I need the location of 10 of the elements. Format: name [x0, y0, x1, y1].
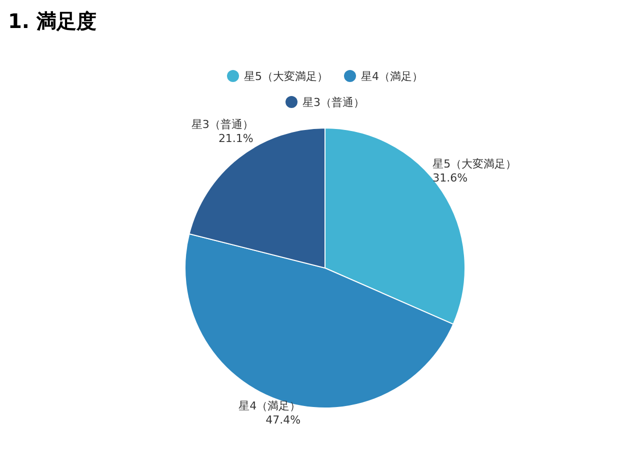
data-label: 47.4% [266, 413, 301, 426]
chart-title: 1. 満足度 [8, 9, 96, 33]
slice-label: 星3（普通） [191, 118, 254, 132]
slice-label: 星5（大変満足） [432, 157, 517, 170]
data-label: 31.6% [432, 171, 468, 184]
legend-label: 星5（大変満足） [244, 70, 328, 83]
legend-label: 星3（普通） [302, 96, 364, 109]
slice-label: 星4（満足） [238, 399, 301, 412]
data-label: 21.1% [218, 132, 254, 146]
legend-label: 星4（満足） [361, 70, 423, 83]
